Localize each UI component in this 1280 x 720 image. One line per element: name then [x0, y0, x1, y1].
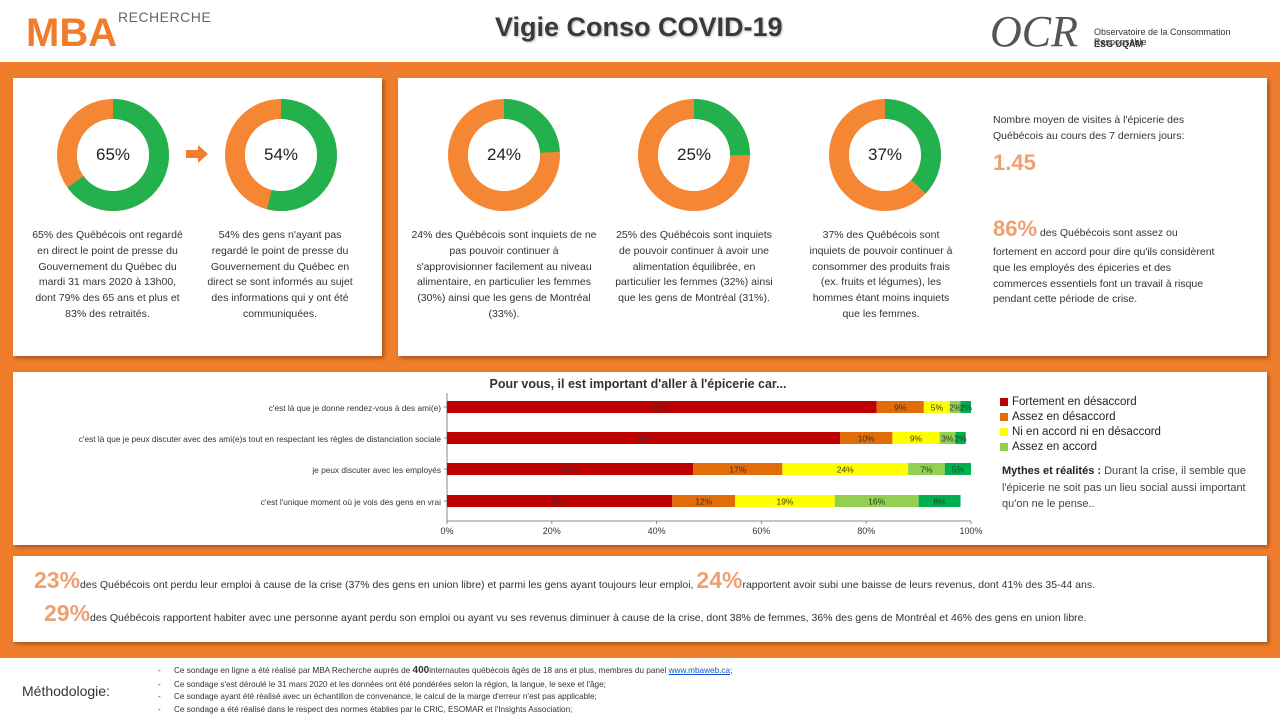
income-drop-text: rapportent avoir subi une baisse de leur…	[742, 579, 1096, 591]
legend-label: Assez en désaccord	[1012, 410, 1116, 423]
methodology-list: - Ce sondage en ligne a été réalisé par M…	[158, 663, 732, 717]
legend-label: Fortement en désaccord	[1012, 395, 1137, 408]
legend-item: Fortement en désaccord	[1000, 394, 1161, 409]
household-impact-value: 29%	[44, 600, 91, 626]
donut-value-arc	[225, 99, 337, 211]
donut-value-press-watched: 65%	[95, 145, 131, 164]
mythes-text: Durant la crise, il semble que l'épiceri…	[1002, 465, 1246, 510]
essential-workers-text: des Québécois sont assez ou fortement en…	[993, 227, 1215, 306]
methodology-item: - Ce sondage ayant été réalisé avec un éc…	[158, 692, 597, 702]
legend-swatch	[1000, 427, 1008, 436]
essential-workers-value: 86%	[993, 216, 1038, 241]
donut-value-arc	[638, 99, 750, 211]
donut-hole	[245, 119, 317, 191]
methodology-item: - Ce sondage en ligne a été réalisé par M…	[158, 665, 733, 676]
employment-line-2: 29%des Québécois rapportent habiter avec…	[44, 600, 1086, 627]
donut-rings	[448, 99, 560, 211]
ocr-logo-line1: Observatoire de la Consommation Responsa…	[1094, 27, 1231, 47]
ocr-logo: OCR	[990, 7, 1078, 52]
donut-chart-supply-concern	[448, 99, 560, 211]
donut-chart-press-informed	[225, 99, 337, 211]
mythes-realites-note: Mythes et réalités : Durant la crise, il…	[1002, 463, 1247, 513]
employment-panel	[13, 556, 1267, 642]
household-impact-text: des Québécois rapportent habiter avec un…	[90, 612, 1087, 624]
mythes-title: Mythes et réalités :	[1002, 465, 1102, 477]
donut-rings	[638, 99, 750, 211]
donut-value-supply-concern: 24%	[486, 145, 522, 164]
legend-swatch	[1000, 442, 1008, 451]
donut-hole	[77, 119, 149, 191]
mba-logo: MBA	[26, 11, 117, 50]
legend-item: Ni en accord ni en désaccord	[1000, 424, 1161, 439]
donut-hole	[658, 119, 730, 191]
methodology-item: - Ce sondage a été réalisé dans le respec…	[158, 704, 573, 714]
donut-hole	[468, 119, 540, 191]
essential-workers-stat: 86% des Québécois sont assez ou fortemen…	[993, 212, 1218, 308]
employment-line-1: 23%des Québécois ont perdu leur emploi à…	[34, 567, 1095, 594]
job-loss-text: des Québécois ont perdu leur emploi à ca…	[80, 579, 694, 591]
job-loss-value: 23%	[34, 567, 81, 593]
visits-value: 1.45	[993, 150, 1036, 175]
mba-logo-subtitle: RECHERCHE	[118, 9, 212, 25]
grocery-reasons-panel	[13, 372, 1267, 545]
donut-desc-fresh-produce-concern: 37% des Québécois sont inquiets de pouvo…	[809, 229, 953, 320]
income-drop-value: 24%	[696, 567, 743, 593]
donut-chart-press-watched	[57, 99, 169, 211]
donut-desc-supply-concern: 24% des Québécois sont inquiets de ne pa…	[411, 229, 597, 320]
donut-rings	[57, 99, 169, 211]
page-title: Vigie Conso COVID-19	[495, 12, 783, 42]
donut-desc-press-informed: 54% des gens n'ayant pas regardé le poin…	[207, 229, 353, 320]
donut-value-arc	[57, 99, 169, 211]
arrow-right-icon	[186, 145, 208, 163]
legend-item: Assez en accord	[1000, 439, 1161, 454]
legend-label: Ni en accord ni en désaccord	[1012, 425, 1161, 438]
visits-description: Nombre moyen de visites à l'épicerie des…	[993, 114, 1185, 142]
svg-text:MBA: MBA	[26, 11, 117, 50]
legend-swatch	[1000, 397, 1008, 406]
donut-hole	[849, 119, 921, 191]
chart-legend: Fortement en désaccord Assez en désaccord…	[1000, 394, 1161, 454]
header: MBA RECHERCHE Vigie Conso COVID-19 OCR O…	[0, 0, 1280, 62]
legend-item: Assez en désaccord	[1000, 409, 1161, 424]
donut-value-balanced-diet-concern: 25%	[676, 145, 712, 164]
methodology-label: Méthodologie:	[22, 683, 110, 699]
donut-value-arc	[448, 99, 560, 211]
donut-rings	[829, 99, 941, 211]
legend-label: Assez en accord	[1012, 440, 1098, 453]
mbaweb-link[interactable]: www.mbaweb.ca	[668, 666, 731, 675]
donut-value-arc	[829, 99, 941, 211]
donut-value-fresh-produce-concern: 37%	[867, 145, 903, 164]
donut-chart-balanced-diet-concern	[638, 99, 750, 211]
donut-rings	[225, 99, 337, 211]
ocr-logo-line2: ESG UQÀM	[1094, 39, 1144, 49]
donut-value-press-informed: 54%	[263, 145, 299, 164]
donut-desc-balanced-diet-concern: 25% des Québécois sont inquiets de pouvo…	[615, 229, 773, 304]
methodology-item: - Ce sondage s'est déroulé le 31 mars 202…	[158, 679, 606, 689]
donut-chart-fresh-produce-concern	[829, 99, 941, 211]
donut-desc-press-watched: 65% des Québécois ont regardé en direct …	[32, 229, 183, 320]
svg-text:OCR: OCR	[990, 7, 1078, 52]
legend-swatch	[1000, 412, 1008, 421]
